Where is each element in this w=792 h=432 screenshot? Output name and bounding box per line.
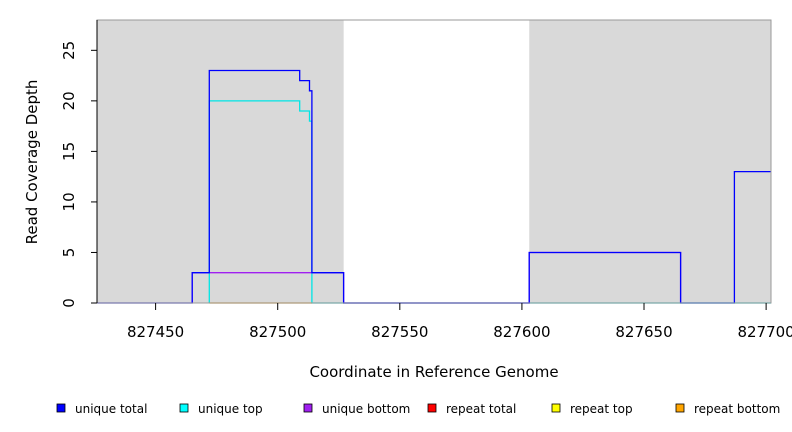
y-tick-label: 10 — [60, 192, 78, 211]
y-tick-label: 15 — [60, 142, 78, 161]
shaded-region-2 — [529, 20, 771, 303]
x-tick-label: 827600 — [493, 323, 550, 341]
legend-item-repeat-top: repeat top — [551, 402, 633, 416]
shaded-region-1 — [97, 20, 344, 303]
legend-label: unique total — [75, 402, 147, 416]
legend-item-unique-bottom: unique bottom — [303, 402, 410, 416]
legend-label: unique bottom — [322, 402, 410, 416]
shaded-regions — [97, 20, 771, 303]
legend: unique total unique top unique bottom repea… — [56, 402, 780, 416]
legend-label: repeat bottom — [694, 402, 780, 416]
legend-swatch — [551, 403, 561, 413]
x-tick-label: 827700 — [737, 323, 792, 341]
y-axis-title: Read Coverage Depth — [23, 80, 41, 245]
legend-item-unique-top: unique top — [179, 402, 263, 416]
axes: 0 5 10 15 20 25 827450 827500 827550 827600 827650… — [60, 19, 792, 341]
x-axis-title: Coordinate in Reference Genome — [309, 363, 558, 381]
y-tick-label: 0 — [60, 298, 78, 308]
y-tick-label: 5 — [60, 248, 78, 258]
y-tick-label: 20 — [60, 91, 78, 110]
legend-label: repeat total — [446, 402, 516, 416]
legend-swatch — [179, 403, 189, 413]
series-line-unique-total — [97, 69, 771, 304]
legend-swatch — [56, 403, 66, 413]
legend-swatch — [675, 403, 685, 413]
y-tick-label: 25 — [60, 41, 78, 60]
x-tick-label: 827450 — [127, 323, 184, 341]
legend-swatch — [303, 403, 313, 413]
legend-item-repeat-total: repeat total — [427, 402, 516, 416]
legend-label: unique top — [198, 402, 263, 416]
x-tick-label: 827500 — [249, 323, 306, 341]
legend-item-unique-total: unique total — [56, 402, 147, 416]
legend-item-repeat-bottom: repeat bottom — [675, 402, 780, 416]
x-tick-label: 827550 — [371, 323, 428, 341]
legend-label: repeat top — [570, 402, 633, 416]
x-tick-label: 827650 — [615, 323, 672, 341]
legend-swatch — [427, 403, 437, 413]
